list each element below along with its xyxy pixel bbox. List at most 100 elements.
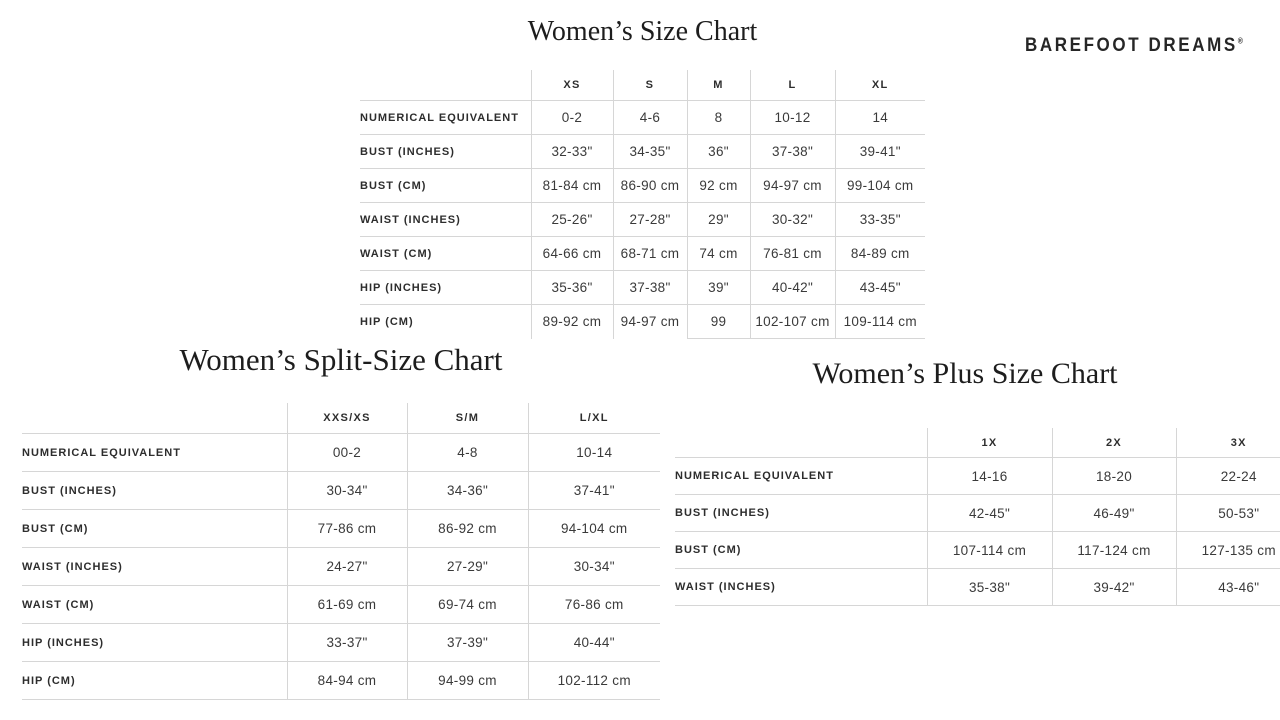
brand-logo: BAREFOOT DREAMS® <box>1025 34 1243 56</box>
table-row-numerical: NUMERICAL EQUIVALENT 00-2 4-8 10-14 <box>22 433 660 472</box>
row-label: BUST (CM) <box>360 168 531 203</box>
size-value: 37-38" <box>612 270 687 305</box>
table-row-bust-cm: BUST (CM) 81-84 cm 86-90 cm 92 cm 94-97 … <box>360 168 925 203</box>
size-value: 30-32" <box>749 202 835 237</box>
size-value: 29" <box>686 202 750 237</box>
row-label: BUST (CM) <box>675 531 927 569</box>
table-row-waist-cm: WAIST (CM) 64-66 cm 68-71 cm 74 cm 76-81… <box>360 236 925 271</box>
womens-size-chart-title: Women’s Size Chart <box>527 16 758 47</box>
womens-plus-size-chart-section: Women’s Plus Size Chart 1X 2X 3X NUMERIC… <box>675 356 1280 606</box>
row-label: WAIST (CM) <box>360 236 531 271</box>
table-row-hip-inches: HIP (INCHES) 35-36" 37-38" 39" 40-42" 43… <box>360 270 925 305</box>
col-header-l-xl: L/XL <box>527 403 660 434</box>
size-value: 10-14 <box>527 433 660 472</box>
size-value: 89-92 cm <box>530 304 613 339</box>
size-value: 76-81 cm <box>749 236 835 271</box>
size-value: 35-36" <box>530 270 613 305</box>
col-header-s-m: S/M <box>406 403 528 434</box>
row-label: WAIST (INCHES) <box>360 202 531 237</box>
size-value: 68-71 cm <box>612 236 687 271</box>
table-row-bust-cm: BUST (CM) 77-86 cm 86-92 cm 94-104 cm <box>22 509 660 548</box>
size-value: 43-45" <box>834 270 925 305</box>
size-value: 43-46" <box>1175 568 1280 606</box>
table-row-waist-cm: WAIST (CM) 61-69 cm 69-74 cm 76-86 cm <box>22 585 660 624</box>
row-label: HIP (CM) <box>360 315 414 328</box>
table-row-bust-cm: BUST (CM) 107-114 cm 117-124 cm 127-135 … <box>675 531 1280 569</box>
size-value: 37-39" <box>406 623 528 662</box>
size-value: 27-29" <box>406 547 528 586</box>
col-header-xl: XL <box>834 70 925 101</box>
header-row: XXS/XS S/M L/XL <box>22 403 660 434</box>
size-value: 30-34" <box>527 547 660 586</box>
table-row-waist-inches: WAIST (INCHES) 35-38" 39-42" 43-46" <box>675 568 1280 606</box>
row-label: WAIST (INCHES) <box>675 568 927 606</box>
col-header-2x: 2X <box>1051 428 1176 458</box>
womens-split-size-chart-table: XXS/XS S/M L/XL NUMERICAL EQUIVALENT 00-… <box>22 403 660 700</box>
size-value: 99 <box>686 304 750 339</box>
womens-plus-size-chart-title: Women’s Plus Size Chart <box>812 357 1118 390</box>
size-value: 22-24 <box>1175 457 1280 495</box>
table-row-waist-inches: WAIST (INCHES) 24-27" 27-29" 30-34" <box>22 547 660 586</box>
size-value: 18-20 <box>1051 457 1176 495</box>
row-label: BUST (INCHES) <box>675 494 927 532</box>
brand-logo-text: BAREFOOT DREAMS <box>1025 34 1238 56</box>
table-row-numerical: NUMERICAL EQUIVALENT 14-16 18-20 22-24 <box>675 457 1280 495</box>
size-value: 81-84 cm <box>530 168 613 203</box>
col-header-l: L <box>749 70 835 101</box>
size-value: 34-36" <box>406 471 528 510</box>
size-value: 35-38" <box>926 568 1052 606</box>
table-row-bust-inches: BUST (INCHES) 32-33" 34-35" 36" 37-38" 3… <box>360 134 925 169</box>
col-header-xxs-xs: XXS/XS <box>286 403 407 434</box>
col-header-xs: XS <box>530 70 613 101</box>
table-row-bust-inches: BUST (INCHES) 30-34" 34-36" 37-41" <box>22 471 660 510</box>
size-value: 102-112 cm <box>527 661 660 700</box>
size-value: 84-89 cm <box>834 236 925 271</box>
size-value: 40-44" <box>527 623 660 662</box>
size-value: 94-97 cm <box>612 304 687 339</box>
size-value: 76-86 cm <box>527 585 660 624</box>
size-value: 33-35" <box>834 202 925 237</box>
womens-plus-size-chart-table: 1X 2X 3X NUMERICAL EQUIVALENT 14-16 18-2… <box>675 428 1280 606</box>
size-value: 34-35" <box>612 134 687 169</box>
size-value: 94-97 cm <box>749 168 835 203</box>
size-value: 32-33" <box>530 134 613 169</box>
size-value: 37-41" <box>527 471 660 510</box>
table-row-waist-inches: WAIST (INCHES) 25-26" 27-28" 29" 30-32" … <box>360 202 925 237</box>
size-value: 86-92 cm <box>406 509 528 548</box>
size-value: 39-41" <box>834 134 925 169</box>
row-label: NUMERICAL EQUIVALENT <box>675 457 927 495</box>
header-row: 1X 2X 3X <box>675 428 1280 458</box>
size-value: 69-74 cm <box>406 585 528 624</box>
size-value: 39" <box>686 270 750 305</box>
header-row: XS S M L XL <box>360 70 925 101</box>
womens-size-chart-section: Women’s Size Chart XS S M L XL NUMERICAL… <box>360 16 925 339</box>
size-value: 42-45" <box>926 494 1052 532</box>
size-value: 14 <box>834 100 925 135</box>
size-value: 14-16 <box>926 457 1052 495</box>
size-value: 40-42" <box>749 270 835 305</box>
row-label: HIP (INCHES) <box>360 270 531 305</box>
size-value: 36" <box>686 134 750 169</box>
size-value: 102-107 cm <box>749 304 835 339</box>
womens-split-size-chart-section: Women’s Split-Size Chart XXS/XS S/M L/XL… <box>22 342 660 700</box>
table-row-hip-cm: HIP (CM) 89-92 cm 94-97 cm 99 102-107 cm… <box>360 304 925 339</box>
registered-mark: ® <box>1237 37 1243 46</box>
size-value: 127-135 cm <box>1175 531 1280 569</box>
size-value: 33-37" <box>286 623 407 662</box>
size-value: 4-6 <box>612 100 687 135</box>
row-label: BUST (INCHES) <box>22 471 287 510</box>
table-row-hip-inches: HIP (INCHES) 33-37" 37-39" 40-44" <box>22 623 660 662</box>
size-value: 99-104 cm <box>834 168 925 203</box>
size-value: 24-27" <box>286 547 407 586</box>
size-value: 64-66 cm <box>530 236 613 271</box>
row-label: WAIST (CM) <box>22 585 287 624</box>
womens-split-size-chart-title: Women’s Split-Size Chart <box>179 342 503 377</box>
size-value: 46-49" <box>1051 494 1176 532</box>
size-value: 107-114 cm <box>926 531 1052 569</box>
table-row-hip-cm: HIP (CM) 84-94 cm 94-99 cm 102-112 cm <box>22 661 660 700</box>
col-header-m: M <box>686 70 750 101</box>
size-value: 10-12 <box>749 100 835 135</box>
size-value: 109-114 cm <box>834 304 925 339</box>
table-row-numerical: NUMERICAL EQUIVALENT 0-2 4-6 8 10-12 14 <box>360 100 925 135</box>
